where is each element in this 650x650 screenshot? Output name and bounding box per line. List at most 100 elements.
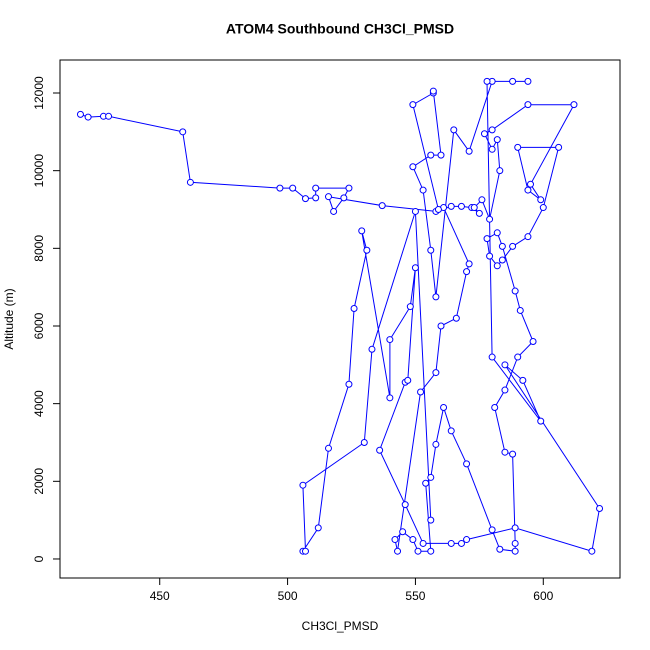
data-point bbox=[588, 547, 596, 555]
data-point bbox=[427, 516, 435, 524]
data-line bbox=[80, 80, 601, 552]
data-point bbox=[447, 202, 455, 210]
plot-frame bbox=[59, 59, 621, 579]
data-point bbox=[376, 446, 384, 454]
data-point bbox=[312, 184, 320, 192]
data-point bbox=[514, 353, 522, 361]
data-point bbox=[386, 336, 394, 344]
data-point bbox=[276, 184, 284, 192]
data-point bbox=[463, 268, 471, 276]
data-point bbox=[529, 338, 537, 346]
data-point bbox=[524, 186, 532, 194]
data-point bbox=[409, 536, 417, 544]
data-point bbox=[475, 209, 483, 217]
data-point bbox=[345, 184, 353, 192]
data-point bbox=[299, 481, 307, 489]
data-point bbox=[447, 539, 455, 547]
data-point bbox=[480, 130, 488, 138]
chart-title: ATOM4 Southbound CH3Cl_PMSD bbox=[226, 21, 454, 37]
data-point bbox=[491, 404, 499, 412]
data-point bbox=[363, 246, 371, 254]
data-point bbox=[524, 101, 532, 109]
data-point bbox=[360, 438, 368, 446]
data-point bbox=[411, 264, 419, 272]
data-point bbox=[378, 202, 386, 210]
data-point bbox=[419, 539, 427, 547]
data-point bbox=[483, 235, 491, 243]
data-point bbox=[432, 369, 440, 377]
data-point bbox=[301, 195, 309, 203]
data-point bbox=[301, 547, 309, 555]
y-tick-label: 0 bbox=[32, 555, 46, 562]
data-point bbox=[509, 450, 517, 458]
data-point bbox=[452, 314, 460, 322]
data-point bbox=[324, 193, 332, 201]
data-point bbox=[429, 87, 437, 95]
data-point bbox=[509, 242, 517, 250]
data-point bbox=[186, 178, 194, 186]
data-point bbox=[427, 547, 435, 555]
data-point bbox=[432, 293, 440, 301]
data-point bbox=[496, 545, 504, 553]
data-point bbox=[330, 207, 338, 215]
data-point bbox=[465, 147, 473, 155]
data-point bbox=[404, 376, 412, 384]
data-point bbox=[493, 229, 501, 237]
data-point bbox=[394, 547, 402, 555]
data-point bbox=[411, 207, 419, 215]
data-point bbox=[516, 306, 524, 314]
data-point bbox=[555, 143, 563, 151]
data-point bbox=[427, 151, 435, 159]
data-point bbox=[368, 345, 376, 353]
data-point bbox=[406, 303, 414, 311]
data-point bbox=[519, 376, 527, 384]
data-point bbox=[537, 417, 545, 425]
data-point bbox=[409, 101, 417, 109]
data-point bbox=[478, 196, 486, 204]
data-point bbox=[84, 113, 92, 121]
data-point bbox=[419, 186, 427, 194]
data-point bbox=[537, 196, 545, 204]
data-point bbox=[414, 547, 422, 555]
x-tick-label: 500 bbox=[278, 589, 298, 603]
data-point bbox=[511, 524, 519, 532]
data-point bbox=[501, 386, 509, 394]
data-point bbox=[514, 143, 522, 151]
data-point bbox=[386, 394, 394, 402]
data-point bbox=[465, 260, 473, 268]
data-point bbox=[417, 388, 425, 396]
data-point bbox=[483, 77, 491, 85]
data-point bbox=[289, 184, 297, 192]
data-point bbox=[401, 501, 409, 509]
data-point bbox=[447, 427, 455, 435]
data-point bbox=[509, 77, 517, 85]
data-point bbox=[596, 504, 604, 512]
data-point bbox=[314, 524, 322, 532]
data-point bbox=[350, 305, 358, 313]
data-point bbox=[391, 536, 399, 544]
data-point bbox=[488, 145, 496, 153]
y-tick-label: 4000 bbox=[32, 390, 46, 417]
data-point bbox=[427, 246, 435, 254]
x-tick-label: 550 bbox=[405, 589, 425, 603]
data-point bbox=[493, 262, 501, 270]
data-point bbox=[570, 101, 578, 109]
data-point bbox=[450, 126, 458, 134]
data-point bbox=[440, 404, 448, 412]
data-point bbox=[312, 194, 320, 202]
data-point bbox=[524, 77, 532, 85]
x-tick-label: 450 bbox=[150, 589, 170, 603]
y-tick-label: 10000 bbox=[32, 154, 46, 188]
data-point bbox=[340, 194, 348, 202]
x-tick-label: 600 bbox=[533, 589, 553, 603]
data-point bbox=[105, 112, 113, 120]
data-point bbox=[498, 256, 506, 264]
data-point bbox=[488, 526, 496, 534]
data-point bbox=[179, 128, 187, 136]
y-axis-label: Altitude (m) bbox=[2, 288, 16, 349]
data-point bbox=[493, 136, 501, 144]
y-tick-label: 12000 bbox=[32, 76, 46, 110]
y-tick-label: 6000 bbox=[32, 312, 46, 339]
data-point bbox=[409, 163, 417, 171]
data-point bbox=[498, 242, 506, 250]
